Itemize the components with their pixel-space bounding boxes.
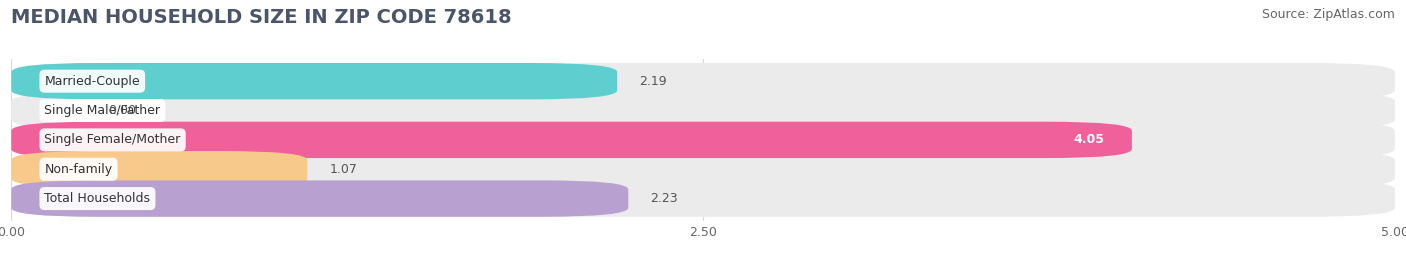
FancyBboxPatch shape bbox=[11, 180, 628, 217]
Text: 4.05: 4.05 bbox=[1073, 133, 1104, 146]
Text: 0.00: 0.00 bbox=[108, 104, 136, 117]
Text: 1.07: 1.07 bbox=[329, 163, 357, 176]
FancyBboxPatch shape bbox=[11, 122, 1395, 158]
Text: Source: ZipAtlas.com: Source: ZipAtlas.com bbox=[1261, 8, 1395, 21]
FancyBboxPatch shape bbox=[11, 151, 1395, 187]
Text: Total Households: Total Households bbox=[45, 192, 150, 205]
Text: Single Male/Father: Single Male/Father bbox=[45, 104, 160, 117]
Text: Non-family: Non-family bbox=[45, 163, 112, 176]
Text: Single Female/Mother: Single Female/Mother bbox=[45, 133, 181, 146]
Text: 2.23: 2.23 bbox=[651, 192, 678, 205]
FancyBboxPatch shape bbox=[11, 63, 1395, 99]
FancyBboxPatch shape bbox=[11, 92, 1395, 129]
FancyBboxPatch shape bbox=[11, 180, 1395, 217]
FancyBboxPatch shape bbox=[11, 63, 617, 99]
FancyBboxPatch shape bbox=[11, 122, 1132, 158]
Text: 2.19: 2.19 bbox=[640, 75, 666, 88]
FancyBboxPatch shape bbox=[11, 151, 308, 187]
Text: Married-Couple: Married-Couple bbox=[45, 75, 141, 88]
Text: MEDIAN HOUSEHOLD SIZE IN ZIP CODE 78618: MEDIAN HOUSEHOLD SIZE IN ZIP CODE 78618 bbox=[11, 8, 512, 27]
